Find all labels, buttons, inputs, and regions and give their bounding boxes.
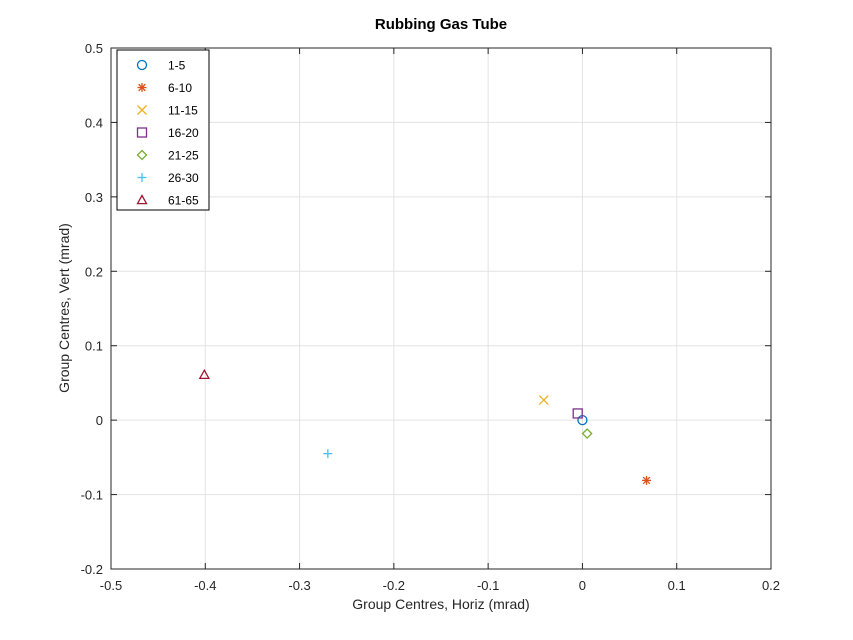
x-axis-title: Group Centres, Horiz (mrad) <box>352 596 529 612</box>
plot-frame <box>110 47 772 570</box>
legend-label: 26-30 <box>168 171 199 185</box>
x-tick-label: -0.1 <box>477 578 499 593</box>
legend-marker-plus <box>137 173 147 182</box>
legend-marker-triangle <box>136 194 148 205</box>
legend-label: 11-15 <box>168 104 198 118</box>
data-point-asterisk <box>642 475 652 485</box>
legend-label: 16-20 <box>168 126 199 140</box>
y-tick-label: 0.3 <box>85 190 103 205</box>
chart-title: Rubbing Gas Tube <box>375 16 507 33</box>
x-tick-label: -0.5 <box>100 578 122 593</box>
legend-marker-diamond <box>136 149 148 161</box>
x-tick-label: -0.2 <box>383 578 405 593</box>
y-tick-label: 0 <box>96 413 103 428</box>
legend: 1-5 6-10 11-15 16-20 21-25 26-30 61-65 <box>116 49 210 211</box>
legend-marker-asterisk <box>137 83 147 92</box>
x-tick-label: 0 <box>579 578 586 593</box>
legend-marker-circle <box>136 59 148 71</box>
legend-box <box>116 49 210 211</box>
y-tick-label: 0.4 <box>85 115 103 130</box>
y-tick-label: 0.1 <box>85 339 103 354</box>
y-tick-label: 0.2 <box>85 264 103 279</box>
legend-marker-x <box>137 105 147 115</box>
data-markers <box>198 368 652 485</box>
legend-marker-square <box>136 127 148 138</box>
legend-label: 6-10 <box>168 81 192 95</box>
data-point-square <box>572 408 583 419</box>
data-point-x <box>538 395 549 406</box>
x-tick-label: -0.4 <box>194 578 216 593</box>
x-tick-label: 0.1 <box>668 578 686 593</box>
x-tick-label: -0.3 <box>288 578 310 593</box>
x-tick-label: 0.2 <box>762 578 780 593</box>
y-axis-title: Group Centres, Vert (mrad) <box>56 223 72 393</box>
y-tick-label: -0.1 <box>81 488 103 503</box>
legend-label: 21-25 <box>168 149 199 163</box>
legend-label: 61-65 <box>168 194 199 208</box>
data-point-plus <box>323 449 333 459</box>
data-point-diamond <box>581 428 593 439</box>
legend-label: 1-5 <box>168 59 186 73</box>
y-tick-label: 0.5 <box>85 41 103 56</box>
data-point-triangle <box>198 368 210 379</box>
axis-ticks: -0.5 -0.4 -0.3 -0.2 -0.1 0 0.1 0.2 -0.2 -0.1 0 0.1 0… <box>81 41 780 593</box>
y-tick-label: -0.2 <box>81 562 103 577</box>
